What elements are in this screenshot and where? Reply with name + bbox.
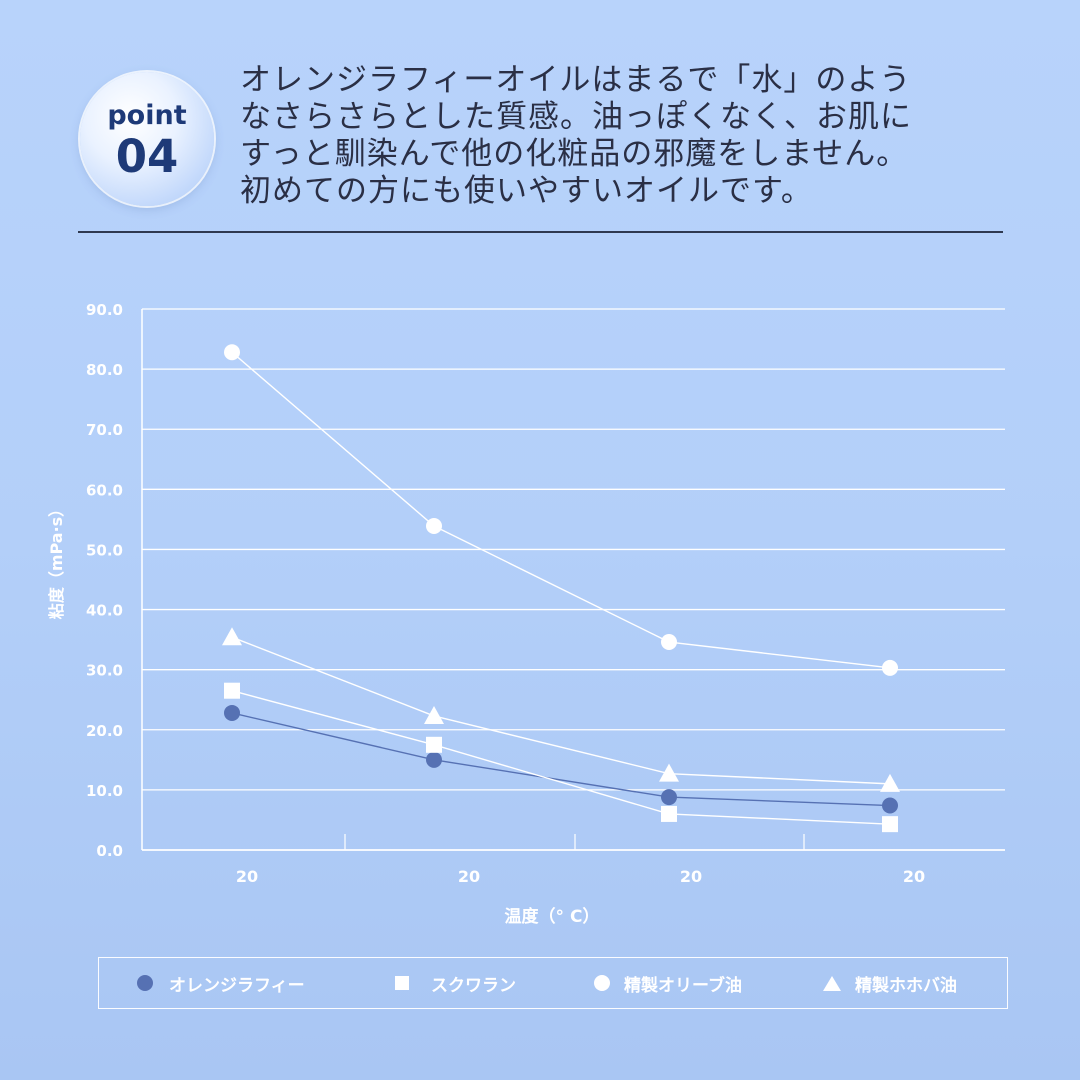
legend: オレンジラフィー スクワラン 精製オリーブ油 精製ホホバ油	[98, 957, 1008, 1009]
series-line	[231, 712, 891, 807]
y-tick-label: 80.0	[86, 361, 123, 379]
data-point	[426, 751, 442, 768]
legend-item-olive-oil: 精製オリーブ油	[594, 958, 742, 1008]
data-point	[661, 805, 677, 822]
headline-line: すっと馴染んで他の化粧品の邪魔をしません。	[240, 136, 909, 172]
y-tick-label: 0.0	[96, 842, 123, 860]
headline: オレンジラフィーオイルはまるで「水」のよう なさらさらとした質感。油っぽくなく、…	[240, 62, 1020, 210]
x-tick-label: 20	[680, 867, 702, 886]
y-tick-label: 10.0	[86, 782, 123, 800]
data-point	[224, 704, 240, 721]
x-tick-label: 20	[236, 867, 258, 886]
legend-marker-circle	[594, 975, 610, 991]
y-tick-label: 20.0	[86, 722, 123, 740]
series-line	[231, 690, 891, 825]
y-axis-label: 粘度（mPa·s）	[47, 501, 66, 619]
data-point	[424, 705, 444, 724]
point-badge: point 04	[80, 72, 214, 206]
y-tick-label: 30.0	[86, 662, 123, 680]
x-axis-label: 温度（° C）	[505, 906, 600, 927]
badge-word: point	[107, 100, 187, 131]
legend-marker-triangle	[823, 975, 841, 991]
legend-label: 精製オリーブ油	[624, 975, 742, 996]
legend-label: 精製ホホバ油	[855, 975, 957, 996]
legend-marker-square	[395, 976, 409, 990]
legend-marker-circle-filled	[137, 975, 153, 991]
data-point	[661, 634, 677, 651]
divider	[78, 231, 1003, 233]
headline-line: 初めての方にも使いやすいオイルです。	[240, 173, 813, 209]
legend-label: オレンジラフィー	[169, 975, 305, 996]
y-tick-label: 70.0	[86, 421, 123, 439]
data-point	[661, 789, 677, 806]
legend-label: スクワラン	[431, 975, 516, 996]
x-tick-label: 20	[458, 867, 480, 886]
legend-item-orange-roughy: オレンジラフィー	[137, 958, 305, 1008]
data-point	[882, 659, 898, 676]
legend-item-jojoba-oil: 精製ホホバ油	[823, 958, 957, 1008]
y-tick-label: 90.0	[86, 301, 123, 319]
series-line	[231, 351, 891, 669]
data-point	[659, 763, 679, 782]
headline-line: なさらさらとした質感。油っぽくなく、お肌に	[240, 99, 912, 135]
badge-number: 04	[115, 130, 179, 183]
headline-line: オレンジラフィーオイルはまるで「水」のよう	[240, 62, 912, 98]
series-line	[231, 636, 891, 785]
data-point	[426, 518, 442, 535]
legend-item-squalane: スクワラン	[395, 958, 516, 1008]
y-tick-label: 40.0	[86, 602, 123, 620]
data-point	[882, 816, 898, 833]
data-point	[224, 682, 240, 699]
y-tick-label: 50.0	[86, 541, 123, 559]
data-point	[222, 627, 242, 646]
data-point	[224, 344, 240, 361]
data-point	[880, 773, 900, 792]
y-tick-label: 60.0	[86, 481, 123, 499]
data-point	[882, 797, 898, 814]
x-tick-label: 20	[903, 867, 925, 886]
data-point	[426, 736, 442, 753]
